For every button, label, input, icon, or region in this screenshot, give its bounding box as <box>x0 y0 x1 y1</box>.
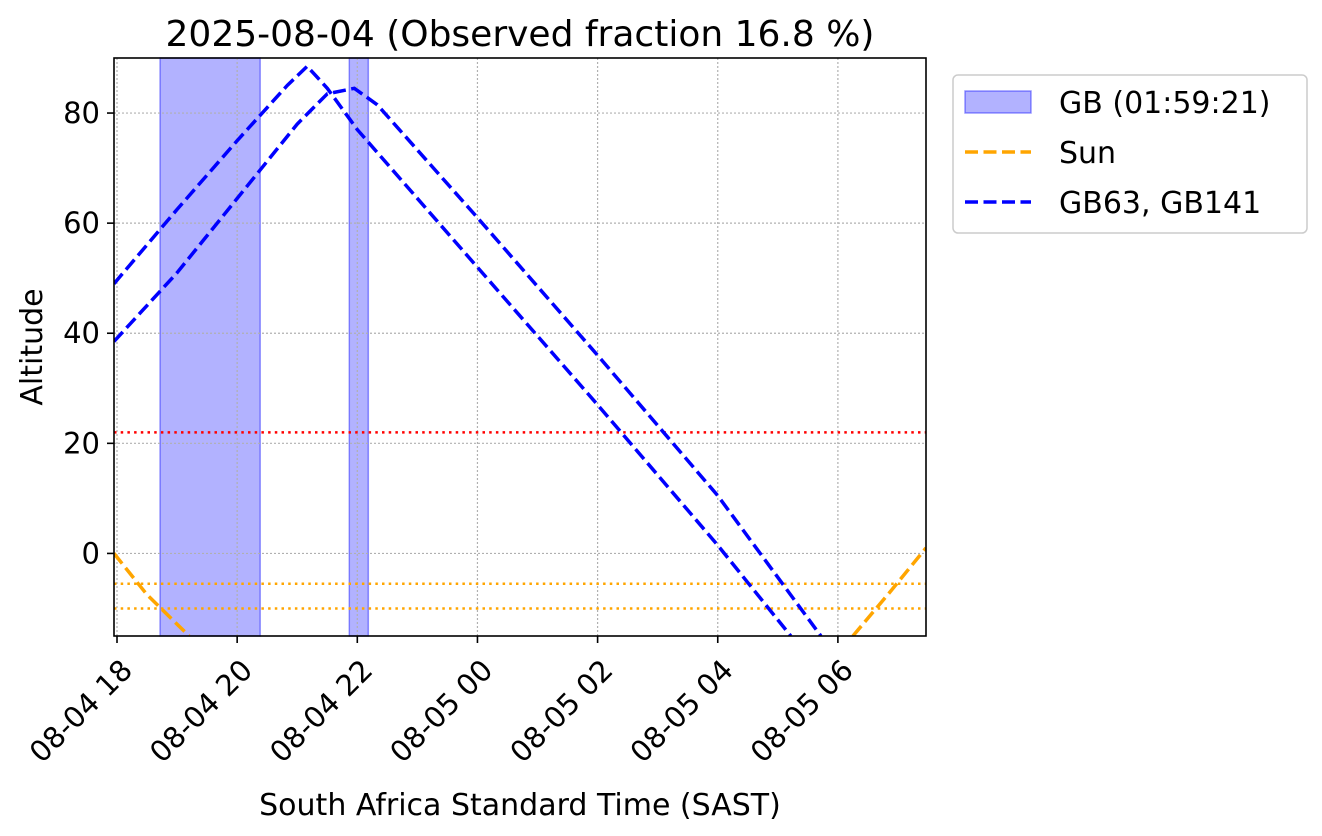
legend: GB (01:59:21) Sun GB63, GB141 <box>952 74 1308 234</box>
legend-label: GB (01:59:21) <box>1059 86 1271 121</box>
series-line <box>114 64 793 636</box>
x-tick-label: 08-05 00 <box>383 653 499 769</box>
y-tick-label: 40 <box>63 316 100 350</box>
observed-span <box>348 57 370 637</box>
x-tick-label: 08-04 18 <box>23 653 139 769</box>
axes-frame <box>113 57 927 637</box>
y-tick-label: 0 <box>82 536 100 570</box>
series-line <box>851 546 926 636</box>
legend-swatch <box>964 90 1032 114</box>
x-tick-label: 08-05 06 <box>744 653 860 769</box>
y-tick-label: 80 <box>63 96 100 130</box>
plot-area <box>114 58 926 636</box>
x-tick-label: 08-04 20 <box>143 653 259 769</box>
observed-span <box>159 57 261 637</box>
legend-label: GB63, GB141 <box>1059 186 1261 221</box>
series-line <box>114 86 823 636</box>
x-tick-label: 08-04 22 <box>263 653 379 769</box>
x-axis-label: South Africa Standard Time (SAST) <box>259 788 781 823</box>
x-tick-label: 08-05 04 <box>623 653 739 769</box>
legend-box <box>952 74 1308 234</box>
y-axis-label: Altitude <box>15 288 50 405</box>
x-tick-label: 08-05 02 <box>503 653 619 769</box>
y-tick-label: 60 <box>63 206 100 240</box>
y-tick-label: 20 <box>63 426 100 460</box>
chart-title: 2025-08-04 (Observed fraction 16.8 %) <box>166 14 875 55</box>
legend-label: Sun <box>1059 136 1116 171</box>
